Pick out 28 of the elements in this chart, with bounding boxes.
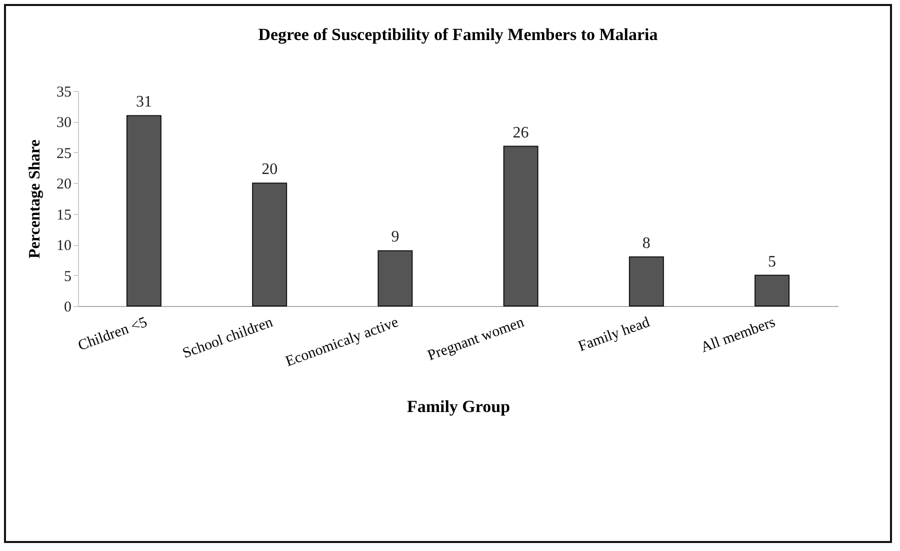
x-tick-label: All members [698,314,778,356]
bar [126,115,162,306]
y-tick-label: 25 [56,146,72,162]
y-tick-label: 15 [56,207,72,224]
bar [252,182,288,306]
data-label: 31 [136,94,152,111]
y-tick-label: 10 [56,238,72,254]
x-tick-label: Family head [576,314,652,356]
data-label: 26 [512,124,529,142]
x-axis-title: Family Group [406,397,510,416]
data-label: 20 [262,161,278,178]
bar [754,274,790,306]
y-tick-label: 5 [64,268,72,285]
data-label: 9 [391,228,400,246]
x-tick-label: School children [180,314,276,362]
bar [628,256,664,306]
chart-title: Degree of Susceptibility of Family Members to Malaria [258,25,658,44]
data-label: 8 [642,234,650,252]
x-tick-label: Children <5 [76,314,150,354]
x-tick-label: Pregnant women [426,314,527,364]
y-axis-title: Percentage Share [26,140,44,258]
y-tick-label: 35 [56,84,72,100]
y-tick-label: 0 [64,300,72,316]
y-tick-label: 30 [56,115,72,132]
bar [378,250,413,306]
bar [503,146,538,306]
data-label: 5 [768,253,776,270]
y-tick-label: 20 [56,176,72,193]
